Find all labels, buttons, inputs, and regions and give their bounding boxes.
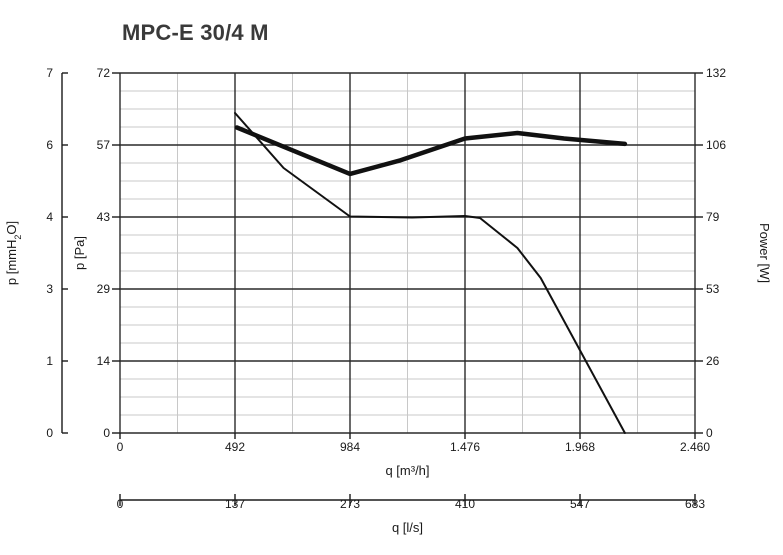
y-tick-label-power: 106 (706, 138, 726, 152)
x-axis-label-m3h: q [m³/h] (385, 463, 429, 478)
y-axis-label-mmh2o-part: p [mmH (4, 240, 19, 286)
y-tick-label-power: 132 (706, 66, 726, 80)
y-tick-label-mmh2o: 7 (46, 66, 53, 80)
y-tick-label-pa: 57 (97, 138, 111, 152)
x-tick-label-m3h: 2.460 (680, 440, 710, 454)
y-axis-label-mmh2o-part: O] (4, 221, 19, 235)
x-tick-label-ls: 547 (570, 497, 590, 511)
pressure-curve (234, 112, 626, 434)
y-tick-label-power: 26 (706, 354, 720, 368)
y-axis-label-pa: p [Pa] (72, 236, 87, 270)
x-axis-label-ls: q [l/s] (392, 520, 423, 535)
minor-grid (119, 72, 696, 434)
x-tick-label-ls: 273 (340, 497, 360, 511)
y-tick-label-mmh2o: 4 (46, 210, 53, 224)
chart-curves (234, 112, 628, 434)
y-tick-label-mmh2o: 1 (46, 354, 53, 368)
y-tick-label-pa: 43 (97, 210, 111, 224)
y-axis-label-mmh2o-sub: 2 (13, 235, 23, 240)
y-tick-label-power: 0 (706, 426, 713, 440)
y-tick-label-pa: 0 (103, 426, 110, 440)
y-tick-label-mmh2o: 3 (46, 282, 53, 296)
x-tick-label-m3h: 0 (117, 440, 124, 454)
y-tick-label-mmh2o: 6 (46, 138, 53, 152)
x-tick-label-m3h: 492 (225, 440, 245, 454)
x-tick-label-ls: 410 (455, 497, 475, 511)
x-tick-label-m3h: 1.968 (565, 440, 595, 454)
x-tick-label-m3h: 984 (340, 440, 360, 454)
y-axis-label-power: Power [W] (757, 223, 772, 283)
y-tick-label-pa: 14 (97, 354, 111, 368)
chart-axes (61, 72, 703, 506)
major-grid (119, 72, 696, 434)
y-axis-label-mmh2o: p [mmH2O] (4, 221, 23, 285)
x-tick-label-ls: 137 (225, 497, 245, 511)
power-curve (234, 125, 628, 177)
y-tick-label-power: 79 (706, 210, 720, 224)
x-tick-label-ls: 0 (117, 497, 124, 511)
x-tick-label-ls: 683 (685, 497, 705, 511)
y-tick-label-pa: 29 (97, 282, 111, 296)
chart-title: MPC-E 30/4 M (122, 20, 269, 45)
x-tick-label-m3h: 1.476 (450, 440, 480, 454)
y-tick-label-power: 53 (706, 282, 720, 296)
y-tick-label-mmh2o: 0 (46, 426, 53, 440)
y-tick-label-pa: 72 (97, 66, 111, 80)
